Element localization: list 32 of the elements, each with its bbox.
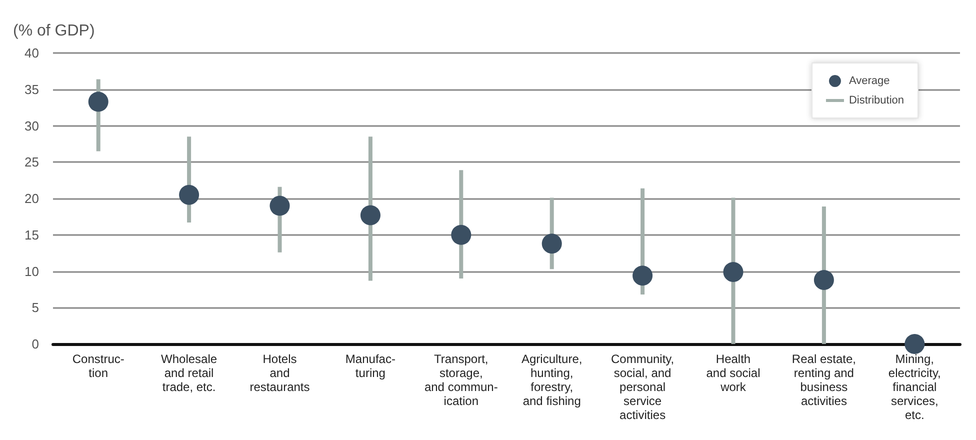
point [270, 196, 290, 216]
point [904, 334, 925, 354]
legend-label: Average [848, 75, 890, 87]
point [360, 205, 380, 226]
x-tick-label: Mining, electricity, financial services, etc. [888, 352, 941, 422]
x-tick-label: Agriculture, hunting, forestry, and fishing [522, 352, 582, 408]
point [632, 266, 653, 286]
point [451, 224, 472, 245]
x-tick-label: Construc- tion [72, 352, 124, 380]
point [542, 234, 562, 254]
x-tick-label: Real estate, renting and business activities [792, 352, 856, 408]
y-axis-title: (% of GDP) [13, 22, 95, 40]
y-tick-label: 20 [24, 191, 39, 206]
x-tick-label: Wholesale and retail trade, etc. [161, 352, 218, 394]
y-tick-label: 25 [24, 154, 39, 170]
point [88, 92, 108, 112]
y-tick-label: 10 [24, 264, 39, 279]
x-tick-label: Manufac- turing [345, 352, 396, 380]
legend-label: Distribution [848, 94, 904, 106]
point [723, 262, 744, 282]
y-tick-label: 30 [24, 118, 39, 134]
point [814, 270, 834, 290]
x-tick-label: Health and social work [706, 352, 760, 394]
x-tick-label: Transport, storage, and commun- ication [424, 352, 498, 408]
point [179, 184, 200, 205]
y-tick-label: 15 [24, 227, 39, 242]
y-tick-label: 35 [24, 82, 39, 97]
y-tick-label: 40 [24, 46, 39, 60]
y-tick-label: 5 [32, 300, 39, 316]
y-tick-label: 0 [32, 336, 39, 352]
x-tick-label: Community, social, and personal service activities [610, 352, 674, 422]
x-tick-label: Hotels and restaurants [250, 352, 310, 394]
